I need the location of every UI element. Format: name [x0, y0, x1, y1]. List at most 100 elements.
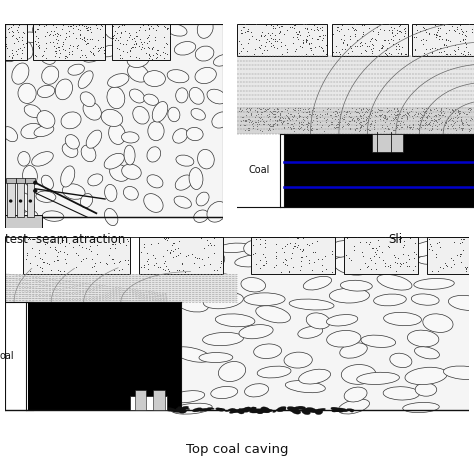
Ellipse shape [104, 153, 124, 169]
Ellipse shape [230, 410, 243, 413]
Ellipse shape [195, 67, 216, 83]
Ellipse shape [42, 66, 59, 84]
Ellipse shape [126, 29, 139, 46]
Ellipse shape [173, 347, 211, 362]
Ellipse shape [315, 409, 323, 415]
Ellipse shape [78, 71, 93, 89]
Ellipse shape [143, 17, 161, 39]
Ellipse shape [61, 166, 75, 187]
Ellipse shape [99, 46, 119, 57]
Ellipse shape [121, 132, 139, 143]
Ellipse shape [181, 409, 187, 413]
Ellipse shape [383, 387, 419, 400]
Ellipse shape [254, 344, 282, 358]
Ellipse shape [109, 124, 125, 145]
Ellipse shape [331, 407, 341, 411]
Ellipse shape [216, 408, 224, 411]
Ellipse shape [18, 152, 30, 166]
Ellipse shape [448, 295, 474, 310]
Ellipse shape [218, 408, 225, 410]
Text: oal: oal [0, 351, 14, 361]
Ellipse shape [24, 105, 41, 118]
Ellipse shape [207, 201, 227, 222]
Ellipse shape [194, 210, 209, 222]
Ellipse shape [166, 24, 187, 36]
Ellipse shape [341, 365, 376, 384]
Ellipse shape [65, 135, 79, 149]
Ellipse shape [357, 372, 400, 384]
Ellipse shape [55, 79, 73, 100]
Ellipse shape [173, 128, 188, 143]
Bar [33, 24, 105, 60]
Ellipse shape [276, 409, 285, 411]
Ellipse shape [192, 408, 202, 412]
Ellipse shape [172, 403, 212, 414]
Ellipse shape [34, 125, 54, 137]
Ellipse shape [336, 409, 340, 410]
Ellipse shape [33, 21, 52, 37]
Ellipse shape [418, 252, 452, 264]
Ellipse shape [377, 274, 412, 290]
Ellipse shape [408, 330, 439, 347]
Circle shape [33, 189, 37, 193]
Bar [26, 178, 35, 182]
Ellipse shape [279, 257, 313, 271]
Ellipse shape [383, 312, 421, 326]
Ellipse shape [63, 19, 79, 36]
Ellipse shape [241, 409, 248, 411]
Ellipse shape [340, 343, 367, 358]
Ellipse shape [241, 408, 253, 411]
Ellipse shape [403, 402, 439, 412]
Ellipse shape [186, 128, 203, 141]
Ellipse shape [66, 45, 82, 56]
Ellipse shape [144, 94, 158, 105]
Ellipse shape [423, 314, 453, 332]
Ellipse shape [253, 410, 263, 413]
Ellipse shape [124, 145, 135, 165]
Ellipse shape [21, 211, 38, 221]
Ellipse shape [273, 410, 276, 412]
Ellipse shape [173, 409, 183, 412]
Ellipse shape [152, 101, 168, 122]
Ellipse shape [174, 42, 196, 55]
Ellipse shape [306, 313, 330, 329]
Ellipse shape [235, 254, 277, 267]
Ellipse shape [337, 408, 348, 412]
Ellipse shape [198, 252, 225, 271]
Ellipse shape [197, 18, 213, 38]
Ellipse shape [289, 299, 334, 310]
Ellipse shape [122, 164, 141, 179]
Bar [237, 56, 474, 134]
Ellipse shape [127, 52, 149, 67]
Ellipse shape [388, 242, 417, 255]
Ellipse shape [294, 406, 305, 410]
Ellipse shape [23, 165, 37, 186]
Ellipse shape [82, 48, 104, 62]
Ellipse shape [239, 325, 273, 339]
Ellipse shape [340, 280, 372, 291]
Ellipse shape [291, 408, 301, 414]
Ellipse shape [37, 110, 55, 128]
Ellipse shape [32, 152, 53, 166]
Ellipse shape [328, 240, 356, 257]
Ellipse shape [166, 280, 197, 292]
Ellipse shape [304, 409, 310, 412]
Ellipse shape [191, 109, 205, 120]
Ellipse shape [290, 407, 295, 410]
Ellipse shape [329, 288, 369, 303]
Ellipse shape [129, 89, 145, 103]
Ellipse shape [18, 83, 36, 103]
Ellipse shape [19, 32, 43, 43]
Ellipse shape [306, 408, 317, 413]
Ellipse shape [277, 408, 286, 411]
Ellipse shape [18, 193, 35, 212]
Ellipse shape [168, 107, 180, 122]
Ellipse shape [250, 407, 256, 411]
Ellipse shape [201, 408, 211, 411]
Text: test -seam atraction: test -seam atraction [5, 233, 125, 246]
Text: Sli: Sli [389, 233, 403, 246]
Ellipse shape [176, 408, 181, 410]
Bar [5, 302, 181, 410]
Ellipse shape [259, 409, 273, 412]
Ellipse shape [318, 408, 326, 411]
